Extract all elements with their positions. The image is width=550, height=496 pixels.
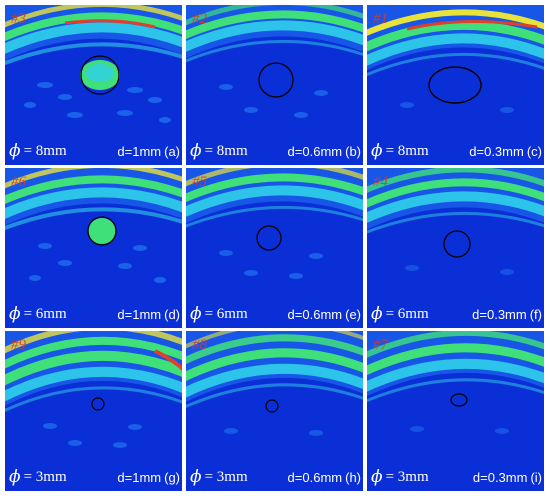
specimen-number: #3 (11, 11, 26, 27)
panel-label: (f) (529, 306, 542, 322)
panel-e: #5 ϕ = 6mm d=0.6mm (e) (186, 168, 363, 328)
panel-c: #1 ϕ = 8mm d=0.3mm (c) (367, 5, 544, 165)
depth-text: d=0.6mm (287, 469, 343, 485)
panel-caption: ϕ = 3mm d=1mm (g) (9, 467, 180, 487)
wavefield-figure: #3 ϕ = 8mm d=1mm (a) #2 ϕ = 8mm d=0.6mm (5, 5, 544, 492)
wavefield-image (367, 331, 544, 491)
wavefield-image (5, 331, 182, 491)
panel-caption: ϕ = 8mm d=0.3mm (c) (371, 141, 542, 161)
specimen-number: #4 (373, 174, 388, 190)
phi-symbol: ϕ (9, 141, 21, 161)
diameter-text: = 8mm (23, 142, 67, 159)
wavefield-image (5, 5, 182, 165)
panel-caption: ϕ = 6mm d=0.6mm (e) (190, 304, 361, 324)
depth-text: d=1mm (117, 306, 162, 322)
diameter-text: = 6mm (23, 305, 67, 322)
diameter-text: = 3mm (23, 468, 67, 485)
panel-g: #9 ϕ = 3mm d=1mm (g) (5, 331, 182, 491)
phi-symbol: ϕ (190, 467, 202, 487)
panel-caption: ϕ = 6mm d=0.3mm (f) (371, 304, 542, 324)
panel-label: (i) (530, 469, 542, 485)
panel-d: #6 ϕ = 6mm d=1mm (d) (5, 168, 182, 328)
panel-caption: ϕ = 3mm d=0.6mm (h) (190, 467, 361, 487)
panel-label: (e) (345, 306, 361, 322)
phi-symbol: ϕ (190, 304, 202, 324)
depth-text: d=1mm (117, 143, 162, 159)
specimen-number: #5 (192, 174, 207, 190)
specimen-number: #8 (192, 337, 207, 353)
panel-i: #7 ϕ = 3mm d=0.3mm (i) (367, 331, 544, 491)
panel-label: (c) (526, 143, 542, 159)
diameter-text: = 3mm (385, 468, 429, 485)
phi-symbol: ϕ (371, 304, 383, 324)
specimen-number: #9 (11, 337, 26, 353)
wavefield-image (186, 5, 363, 165)
diameter-text: = 3mm (204, 468, 248, 485)
panel-a: #3 ϕ = 8mm d=1mm (a) (5, 5, 182, 165)
phi-symbol: ϕ (371, 141, 383, 161)
panel-label: (b) (345, 143, 361, 159)
wavefield-image (367, 168, 544, 328)
panel-caption: ϕ = 3mm d=0.3mm (i) (371, 467, 542, 487)
depth-text: d=0.3mm (469, 143, 524, 159)
diameter-text: = 8mm (385, 142, 429, 159)
panel-label: (h) (345, 469, 361, 485)
panel-label: (a) (164, 143, 180, 159)
wavefield-image (5, 168, 182, 328)
diameter-text: = 6mm (204, 305, 248, 322)
specimen-number: #2 (192, 11, 207, 27)
panel-f: #4 ϕ = 6mm d=0.3mm (f) (367, 168, 544, 328)
depth-text: d=0.6mm (287, 143, 343, 159)
panel-b: #2 ϕ = 8mm d=0.6mm (b) (186, 5, 363, 165)
panel-label: (d) (164, 306, 180, 322)
wavefield-image (186, 331, 363, 491)
depth-text: d=0.3mm (472, 469, 528, 485)
panel-label: (g) (164, 469, 180, 485)
depth-text: d=0.6mm (287, 306, 343, 322)
diameter-text: = 8mm (204, 142, 248, 159)
phi-symbol: ϕ (371, 467, 383, 487)
panel-caption: ϕ = 8mm d=1mm (a) (9, 141, 180, 161)
panel-caption: ϕ = 6mm d=1mm (d) (9, 304, 180, 324)
specimen-number: #6 (11, 174, 26, 190)
phi-symbol: ϕ (9, 304, 21, 324)
depth-text: d=1mm (117, 469, 162, 485)
specimen-number: #1 (373, 11, 388, 27)
specimen-number: #7 (373, 337, 388, 353)
depth-text: d=0.3mm (472, 306, 527, 322)
wavefield-image (186, 168, 363, 328)
phi-symbol: ϕ (9, 467, 21, 487)
diameter-text: = 6mm (385, 305, 429, 322)
wavefield-image (367, 5, 544, 165)
panel-h: #8 ϕ = 3mm d=0.6mm (h) (186, 331, 363, 491)
phi-symbol: ϕ (190, 141, 202, 161)
panel-caption: ϕ = 8mm d=0.6mm (b) (190, 141, 361, 161)
